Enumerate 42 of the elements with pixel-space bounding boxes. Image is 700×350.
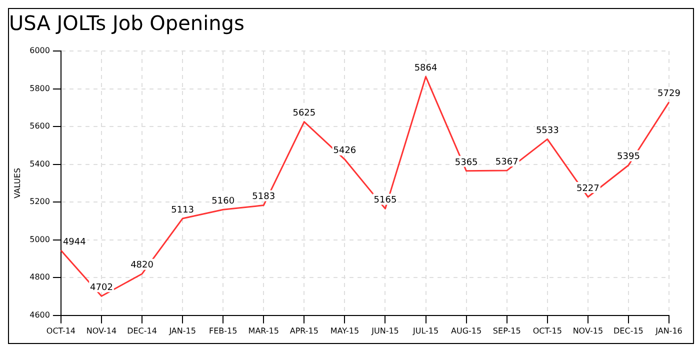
x-tick-label: SEP-15 [492, 326, 521, 336]
data-label: 5395 [617, 152, 640, 162]
data-label: 4944 [62, 237, 86, 248]
y-tick-label: 5600 [30, 122, 50, 131]
y-tick-label: 5800 [30, 84, 50, 93]
x-tick-label: DEC-14 [127, 326, 157, 336]
x-tick-label: JAN-16 [654, 326, 682, 336]
data-label: 4820 [130, 260, 154, 271]
y-tick-label: 5200 [30, 197, 50, 206]
data-label: 5367 [495, 157, 518, 168]
x-tick-label: JUN-15 [370, 326, 399, 336]
y-tick-label: 6000 [30, 46, 50, 56]
x-tick-label: AUG-15 [451, 326, 482, 336]
y-tick-label: 4600 [30, 310, 50, 320]
data-label: 5227 [576, 184, 600, 194]
y-tick-label: 4800 [30, 272, 50, 282]
data-label: 5729 [658, 89, 681, 100]
x-tick-label: MAY-15 [330, 326, 360, 336]
data-label: 5533 [536, 126, 559, 136]
chart-title: USA JOLTs Job Openings [9, 11, 244, 36]
x-tick-label: OCT-15 [532, 326, 562, 336]
data-label: 4702 [90, 282, 113, 293]
x-tick-label: NOV-15 [572, 326, 604, 336]
data-label: 5864 [414, 64, 438, 74]
x-tick-label: JUL-15 [412, 326, 439, 336]
y-tick-label: 5400 [30, 159, 50, 168]
data-label: 5165 [374, 196, 397, 206]
data-label: 5426 [333, 146, 356, 156]
x-tick-label: JAN-15 [168, 326, 196, 336]
y-tick-label: 5000 [30, 234, 50, 244]
data-label: 5625 [292, 108, 316, 119]
data-label: 5113 [171, 205, 194, 216]
x-tick-label: APR-15 [290, 326, 318, 336]
x-tick-label: DEC-15 [614, 326, 644, 336]
y-axis-title: VALUES [12, 168, 22, 198]
data-label: 5365 [454, 158, 478, 168]
x-tick-label: NOV-14 [86, 326, 117, 336]
x-tick-label: MAR-15 [248, 326, 279, 336]
x-tick-label: OCT-14 [46, 326, 76, 336]
data-label: 5183 [252, 192, 276, 202]
data-label: 5160 [212, 196, 235, 206]
x-tick-label: FEB-15 [208, 326, 238, 336]
